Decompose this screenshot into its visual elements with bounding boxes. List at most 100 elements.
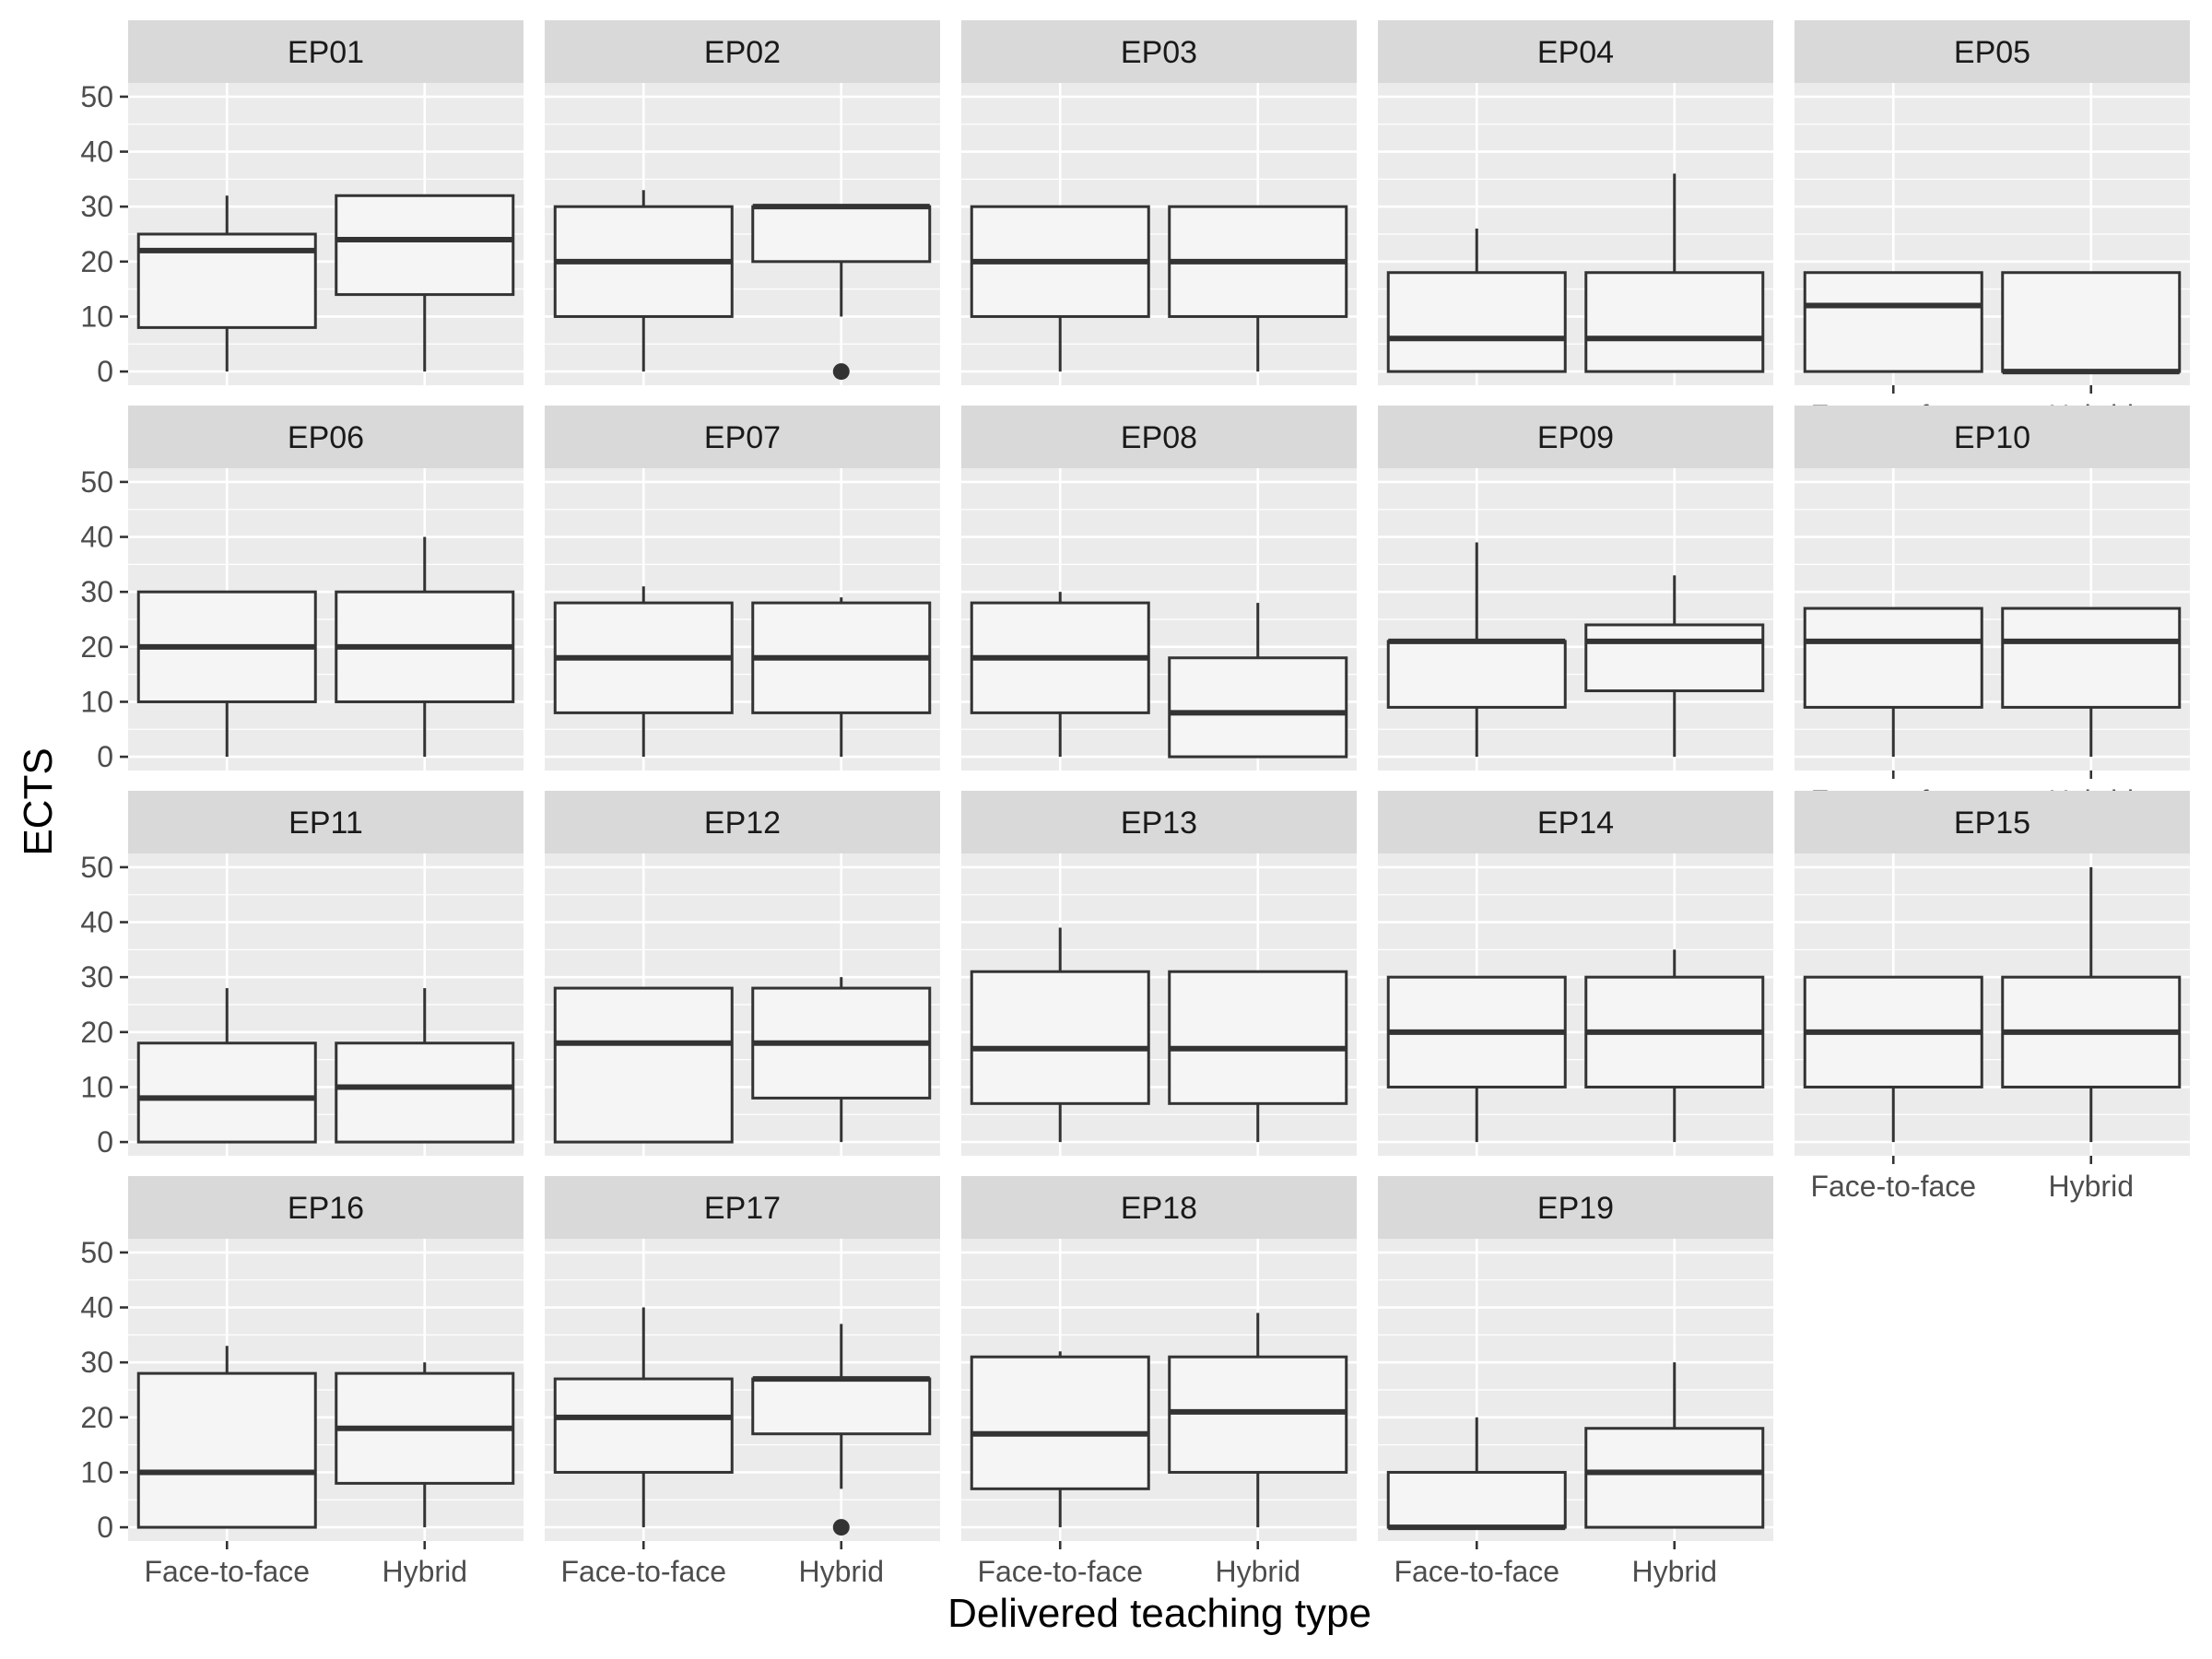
y-tick-label: 20 <box>80 1016 113 1049</box>
y-tick-label: 40 <box>80 1291 113 1324</box>
iqr-box <box>2001 271 2182 373</box>
box-ep05-hybrid <box>2001 271 2182 375</box>
strip-ep16 <box>128 1176 524 1239</box>
strip-label-ep19: EP19 <box>1537 1191 1614 1226</box>
box-ep07-face-to-face <box>553 586 734 758</box>
panel-ep14: EP14 <box>1378 791 1773 1156</box>
box-ep19-hybrid <box>1584 1362 1765 1529</box>
strip-label-ep06: EP06 <box>288 420 364 455</box>
panel-ep16: EP16 0 10 20 30 40 50 Face-to-face Hybrid <box>80 1176 524 1588</box>
panel-ep02: EP02 <box>545 20 940 385</box>
box-ep04-hybrid <box>1584 173 1765 373</box>
panel-ep04: EP04 <box>1378 20 1773 385</box>
x-tick-label: Hybrid <box>1216 1555 1300 1588</box>
x-tick-label: Hybrid <box>1632 1555 1717 1588</box>
strip-label-ep03: EP03 <box>1121 35 1197 70</box>
iqr-box <box>1584 1427 1765 1529</box>
y-tick-label: 30 <box>80 190 113 223</box>
x-tick-label: Hybrid <box>2049 1170 2134 1203</box>
strip-label-ep12: EP12 <box>704 806 781 841</box>
iqr-box <box>553 1377 734 1474</box>
box-ep11-face-to-face <box>136 988 317 1144</box>
panel-ep03: EP03 <box>961 20 1357 385</box>
strip-ep15 <box>1794 791 2190 853</box>
strip-label-ep02: EP02 <box>704 35 781 70</box>
outlier-point <box>832 363 850 381</box>
y-tick-label: 50 <box>80 80 113 113</box>
strip-label-ep17: EP17 <box>704 1191 781 1226</box>
box-ep06-face-to-face <box>136 590 317 758</box>
iqr-box <box>1168 656 1348 759</box>
box-ep16-face-to-face <box>136 1346 317 1529</box>
strip-label-ep18: EP18 <box>1121 1191 1197 1226</box>
strip-ep09 <box>1378 406 1773 468</box>
y-tick-label: 30 <box>80 960 113 994</box>
iqr-box <box>751 1377 932 1436</box>
box-ep02-face-to-face <box>553 190 734 372</box>
y-tick-label: 50 <box>80 465 113 499</box>
strip-label-ep07: EP07 <box>704 420 781 455</box>
panel-ep12: EP12 <box>545 791 940 1156</box>
x-tick-label: Face-to-face <box>560 1555 726 1588</box>
box-ep16-hybrid <box>335 1362 515 1528</box>
iqr-box <box>970 970 1150 1105</box>
strip-label-ep04: EP04 <box>1537 35 1614 70</box>
y-tick-label: 20 <box>80 630 113 664</box>
strip-label-ep11: EP11 <box>288 806 363 841</box>
panel-ep17: EP17 Face-to-face Hybrid <box>545 1176 940 1588</box>
box-ep09-hybrid <box>1584 575 1765 758</box>
box-ep18-hybrid <box>1168 1312 1348 1528</box>
x-tick-label: Face-to-face <box>1394 1555 1559 1588</box>
y-tick-label: 50 <box>80 1236 113 1269</box>
box-ep14-face-to-face <box>1386 975 1567 1143</box>
strip-ep19 <box>1378 1176 1773 1239</box>
box-ep08-face-to-face <box>970 592 1150 758</box>
iqr-box <box>751 205 932 264</box>
iqr-box <box>1584 623 1765 693</box>
box-ep13-hybrid <box>1168 970 1348 1143</box>
outlier-point <box>832 1519 850 1536</box>
box-ep01-face-to-face <box>136 195 317 372</box>
strip-ep07 <box>545 406 940 468</box>
strip-ep14 <box>1378 791 1773 853</box>
panel-ep18: EP18 Face-to-face Hybrid <box>961 1176 1357 1588</box>
x-tick-label: Hybrid <box>382 1555 467 1588</box>
strip-ep12 <box>545 791 940 853</box>
x-axis-title: Delivered teaching type <box>947 1591 1371 1636</box>
x-tick-label: Hybrid <box>799 1555 884 1588</box>
iqr-box <box>1386 1470 1567 1529</box>
strip-ep11 <box>128 791 524 853</box>
box-ep04-face-to-face <box>1386 229 1567 373</box>
box-ep13-face-to-face <box>970 927 1150 1143</box>
iqr-box <box>1386 271 1567 373</box>
strip-label-ep08: EP08 <box>1121 420 1197 455</box>
strip-label-ep05: EP05 <box>1954 35 2030 70</box>
box-ep15-face-to-face <box>1803 975 1983 1143</box>
panel-ep01: EP01 0 10 20 30 40 50 <box>80 20 524 388</box>
panel-ep19: EP19 Face-to-face Hybrid <box>1378 1176 1773 1588</box>
y-tick-label: 0 <box>97 740 113 773</box>
iqr-box <box>136 1041 317 1144</box>
strip-ep05 <box>1794 20 2190 83</box>
box-ep01-hybrid <box>335 194 515 372</box>
iqr-box <box>1386 640 1567 709</box>
panel-ep11: EP11 0 10 20 30 40 50 <box>80 791 524 1159</box>
strip-ep17 <box>545 1176 940 1239</box>
iqr-box <box>1584 271 1765 373</box>
y-tick-label: 10 <box>80 1455 113 1488</box>
strip-ep04 <box>1378 20 1773 83</box>
box-ep06-hybrid <box>335 536 515 758</box>
box-ep11-hybrid <box>335 988 515 1144</box>
strip-label-ep13: EP13 <box>1121 806 1197 841</box>
iqr-box <box>1168 970 1348 1105</box>
iqr-box <box>1803 606 1983 709</box>
panels-layer: EP0101020304050EP02EP03EP04EP05Face-to-f… <box>80 20 2190 1588</box>
box-ep12-hybrid <box>751 977 932 1143</box>
y-tick-label: 30 <box>80 575 113 608</box>
box-ep10-face-to-face <box>1803 606 1983 758</box>
box-ep09-face-to-face <box>1386 542 1567 758</box>
strip-label-ep09: EP09 <box>1537 420 1614 455</box>
y-tick-label: 0 <box>97 1125 113 1159</box>
box-ep14-hybrid <box>1584 949 1765 1143</box>
